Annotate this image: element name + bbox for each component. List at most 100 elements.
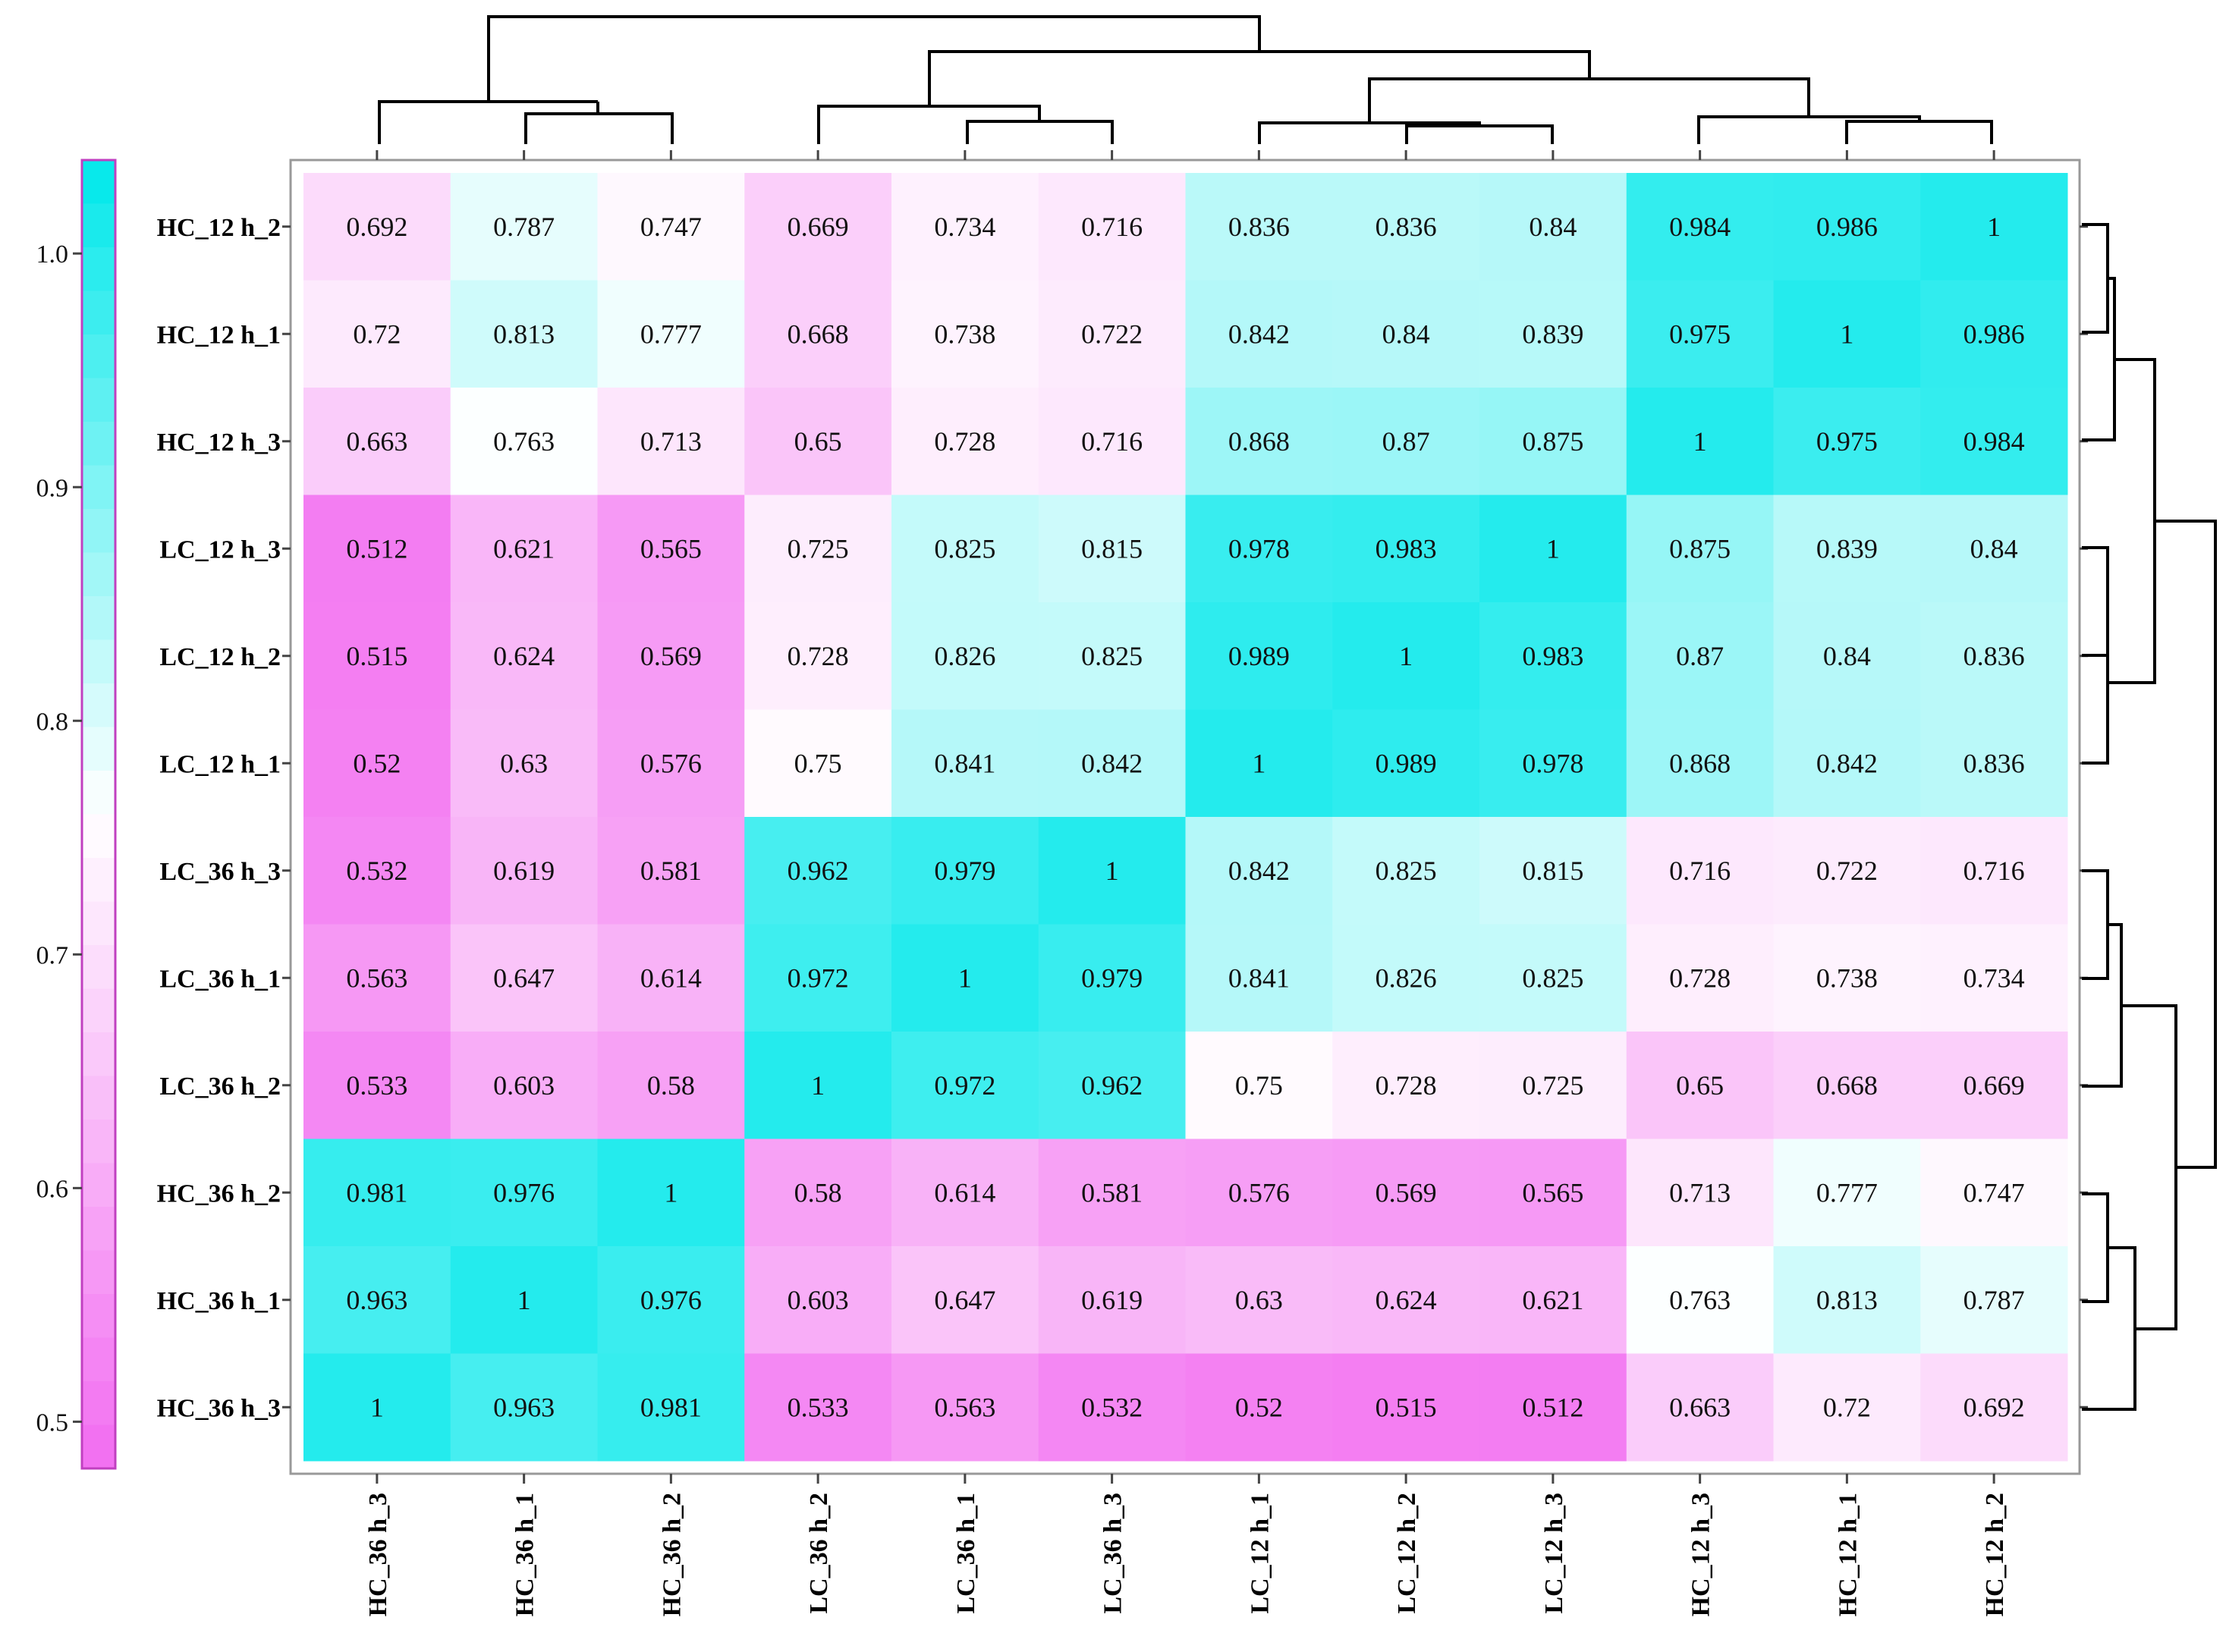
- cell-value-label: 0.825: [1376, 856, 1437, 886]
- heatmap-cell: [1773, 709, 1921, 818]
- heatmap-cell: [450, 709, 598, 818]
- cell-value-label: 0.624: [493, 641, 555, 671]
- cell-value-label: 0.669: [788, 212, 849, 242]
- cell-value-label: 0.65: [1676, 1070, 1724, 1101]
- cell-value-label: 0.734: [934, 212, 995, 242]
- heatmap-cell: [1038, 280, 1186, 388]
- dendro-right-branch: [2082, 1192, 2109, 1303]
- heatmap-cell: [1185, 495, 1333, 603]
- heatmap-cell: [1479, 1353, 1627, 1462]
- dendro-top-branch: [378, 100, 598, 144]
- heatmap-cell: [303, 280, 451, 388]
- column-labels: HC_36 h_3 HC_36 h_1 HC_36 h_2 LC_36 h_2 LC_3…: [364, 150, 2009, 1616]
- cell-value-label: 0.725: [788, 533, 849, 564]
- heatmap-cell: [1038, 388, 1186, 495]
- cell-value-label: 0.839: [1816, 533, 1878, 564]
- heatmap-cell: [1920, 602, 2068, 710]
- heatmap-cell: [1332, 1032, 1480, 1139]
- cell-value-label: 0.747: [640, 212, 702, 242]
- cell-value-label: 0.716: [1081, 212, 1143, 242]
- heatmap-cell: [450, 602, 598, 710]
- dendro-right-branch: [2082, 869, 2109, 980]
- color-scale-step: [82, 1250, 115, 1295]
- heatmap-cell: [450, 1246, 598, 1354]
- heatmap-cell: [1185, 817, 1333, 925]
- heatmap-cell: [1332, 388, 1480, 495]
- cell-value-label: 0.825: [1081, 641, 1143, 671]
- cell-value-label: 0.787: [493, 212, 555, 242]
- heatmap-cell: [1626, 602, 1774, 710]
- heatmap-cell: [891, 1138, 1039, 1247]
- row-label: LC_12 h_2: [159, 643, 281, 671]
- cell-value-label: 0.58: [647, 1070, 695, 1101]
- heatmap-cell: [1479, 495, 1627, 603]
- heatmap-cell: [744, 1246, 892, 1354]
- heatmap-cell: [1185, 1353, 1333, 1462]
- color-scale-step: [82, 247, 115, 292]
- cell-value-label: 0.647: [493, 963, 555, 993]
- row-label: HC_12 h_1: [157, 321, 281, 349]
- cell-value-label: 0.52: [353, 748, 401, 778]
- cell-value-label: 0.826: [1376, 963, 1437, 993]
- cell-value-label: 1: [958, 963, 972, 993]
- heatmap-cell: [744, 388, 892, 495]
- heatmap-cell: [1332, 602, 1480, 710]
- color-scale-step: [82, 160, 115, 205]
- cell-value-label: 1: [1840, 319, 1853, 349]
- cell-value-label: 0.738: [934, 319, 995, 349]
- dendro-top-branch: [1845, 120, 1993, 144]
- cell-value-label: 0.621: [493, 533, 555, 564]
- color-scale-step: [82, 291, 115, 335]
- cell-value-label: 0.763: [1669, 1285, 1731, 1315]
- cell-value-label: 0.984: [1963, 426, 2025, 457]
- color-scale-step: [82, 1032, 115, 1077]
- heatmap-cell: [1038, 817, 1186, 925]
- cell-value-label: 0.836: [1228, 212, 1290, 242]
- heatmap-cell: [1332, 709, 1480, 818]
- heatmap-cell: [450, 1353, 598, 1462]
- heatmap-cell: [1038, 924, 1186, 1032]
- color-scale-step: [82, 814, 115, 859]
- heatmap-cell: [1920, 1353, 2068, 1462]
- cell-value-label: 0.614: [934, 1177, 995, 1208]
- cell-value-label: 0.813: [493, 319, 555, 349]
- color-scale-tick-label: 0.7: [36, 941, 69, 969]
- row-label: HC_36 h_1: [157, 1287, 281, 1315]
- cell-value-label: 1: [1399, 641, 1413, 671]
- cell-value-label: 0.84: [1382, 319, 1430, 349]
- cell-value-label: 0.619: [493, 856, 555, 886]
- heatmap-cell: [1773, 173, 1921, 281]
- heatmap-cell: [744, 280, 892, 388]
- color-scale-step: [82, 203, 115, 248]
- cell-value-label: 0.52: [1235, 1392, 1283, 1422]
- row-label: LC_36 h_1: [159, 965, 281, 993]
- row-label: HC_36 h_3: [157, 1394, 281, 1422]
- column-label: HC_12 h_3: [1687, 1493, 1715, 1616]
- cell-value-label: 0.825: [934, 533, 995, 564]
- row-label: HC_12 h_2: [157, 214, 281, 242]
- color-scale-step: [82, 465, 115, 510]
- cell-value-label: 0.962: [788, 856, 849, 886]
- color-scale-border: [80, 159, 117, 1470]
- cell-value-label: 0.875: [1669, 533, 1731, 564]
- cell-value-label: 0.72: [353, 319, 401, 349]
- column-label: LC_36 h_2: [805, 1493, 833, 1614]
- cell-value-label: 0.614: [640, 963, 702, 993]
- color-scale-step: [82, 378, 115, 422]
- heatmap-cell: [1626, 1246, 1774, 1354]
- heatmap-cell: [597, 924, 745, 1032]
- heatmap-cell: [744, 1032, 892, 1139]
- cell-value-label: 0.87: [1676, 641, 1724, 671]
- color-scale-step: [82, 422, 115, 466]
- color-scale-step: [82, 1294, 115, 1339]
- dendro-top-branch: [487, 15, 1261, 102]
- row-label: LC_12 h_3: [159, 535, 281, 564]
- heatmap-cell: [303, 1032, 451, 1139]
- heatmap-cell: [1332, 1138, 1480, 1247]
- heatmap-cell: [303, 495, 451, 603]
- cell-value-label: 1: [1105, 856, 1119, 886]
- heatmap-cell: [891, 280, 1039, 388]
- cell-value-label: 1: [1693, 426, 1707, 457]
- heatmap-cell: [303, 388, 451, 495]
- cell-value-label: 0.981: [640, 1392, 702, 1422]
